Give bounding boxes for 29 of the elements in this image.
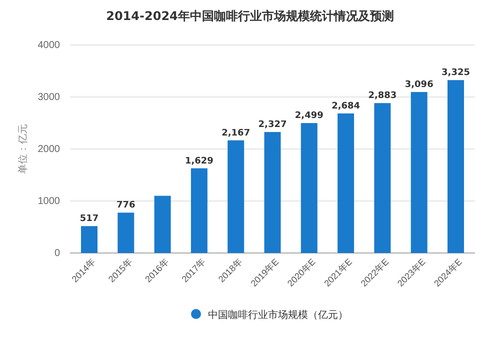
bar: [154, 196, 171, 253]
bar: [374, 103, 391, 253]
chart-title: 2014-2024年中国咖啡行业市场规模统计情况及预测: [106, 9, 394, 23]
bar: [448, 80, 464, 253]
y-tick-label: 2000: [38, 144, 60, 156]
bar: [300, 123, 318, 253]
legend-label: 中国咖啡行业市场规模（亿元）: [208, 309, 348, 321]
data-label: 3,096: [404, 80, 434, 90]
bar: [228, 140, 244, 253]
bar: [80, 226, 98, 253]
y-tick-label: 0: [54, 248, 60, 260]
data-label: 2,883: [368, 91, 397, 102]
data-label: 1,629: [184, 156, 214, 166]
data-label: 776: [116, 200, 136, 211]
y-axis-title: 单位：亿元: [17, 124, 29, 174]
bar: [410, 92, 428, 253]
data-label: 2,327: [258, 120, 287, 130]
data-label: 2,167: [222, 128, 250, 138]
data-label: 2,684: [332, 101, 360, 112]
bar: [190, 168, 208, 253]
bar: [118, 212, 134, 253]
y-tick-label: 4000: [38, 40, 60, 52]
data-label: 3,325: [442, 68, 470, 78]
y-tick-label: 1000: [38, 196, 60, 208]
y-tick-label: 3000: [38, 92, 60, 104]
data-label: 517: [80, 214, 99, 224]
bar: [338, 113, 354, 253]
bar: [264, 132, 281, 253]
data-label: 2,499: [294, 111, 324, 122]
